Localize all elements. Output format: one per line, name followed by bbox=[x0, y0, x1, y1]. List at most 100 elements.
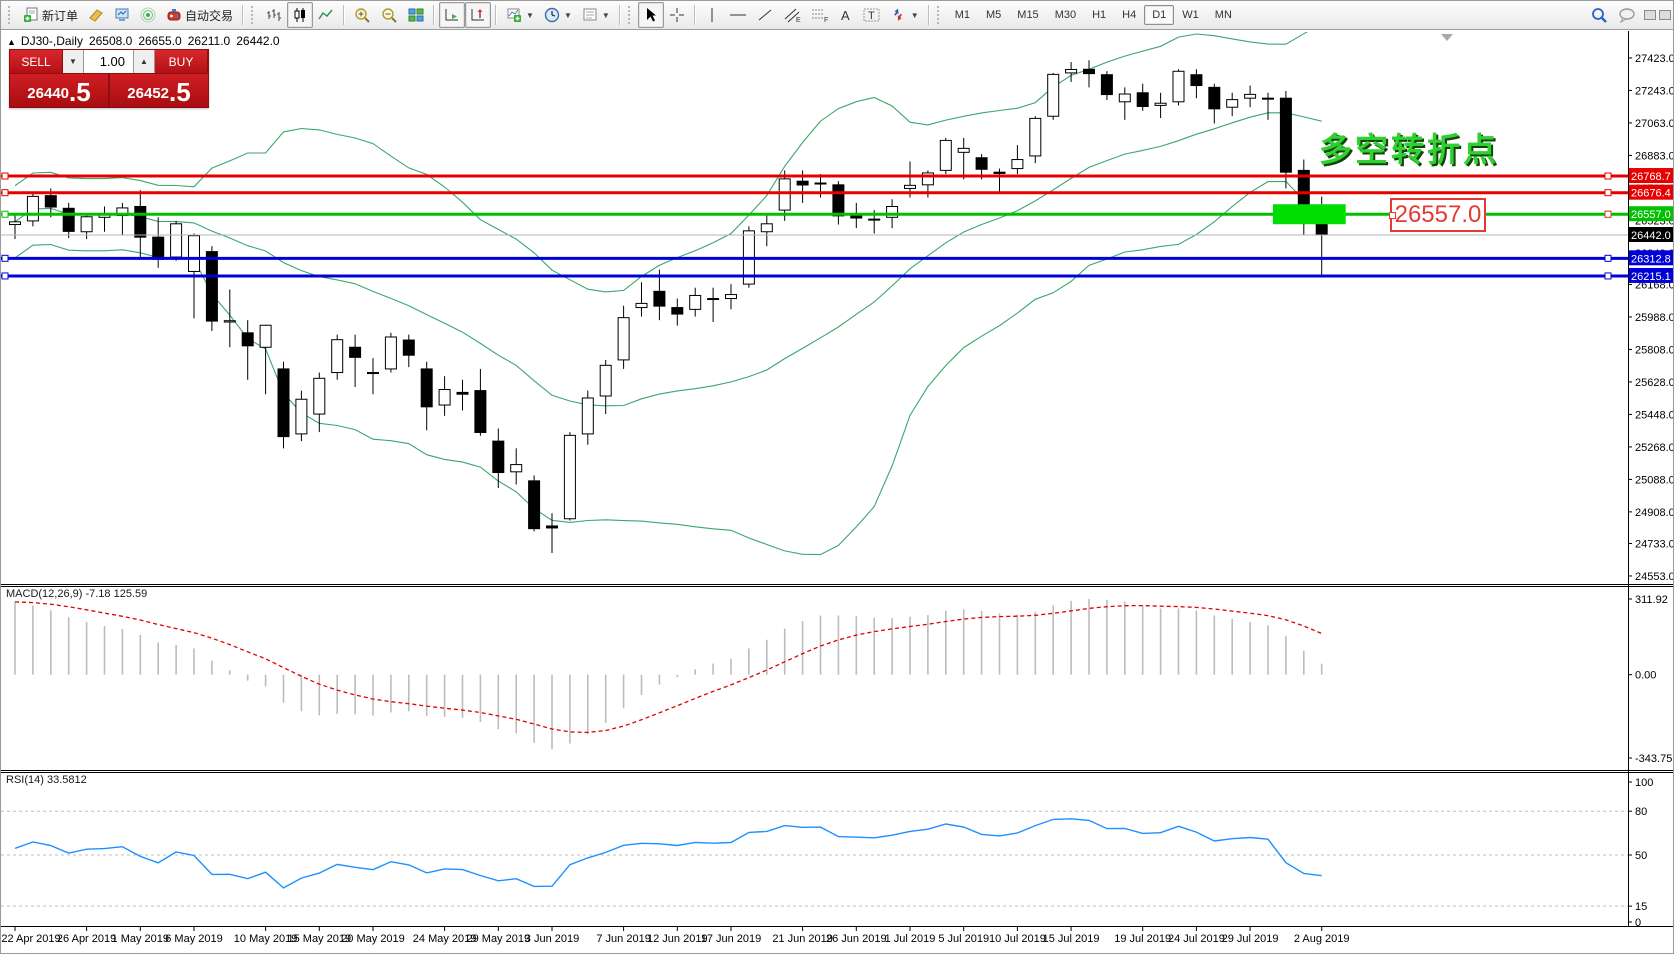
volume-increase-button[interactable]: ▲ bbox=[134, 50, 155, 73]
svg-text:26442.0: 26442.0 bbox=[1631, 230, 1671, 242]
svg-text:0: 0 bbox=[1635, 917, 1641, 929]
timeframe-mn-button[interactable]: MN bbox=[1214, 9, 1232, 21]
candle-body bbox=[492, 440, 505, 474]
vertical-line-button[interactable] bbox=[700, 2, 724, 28]
svg-text:27423.0: 27423.0 bbox=[1635, 53, 1674, 65]
horizontal-line-button[interactable] bbox=[724, 2, 752, 28]
bar-chart-button[interactable] bbox=[261, 2, 287, 28]
candle-body bbox=[456, 391, 469, 395]
svg-text:-343.75: -343.75 bbox=[1635, 753, 1672, 765]
toolbar-grip[interactable] bbox=[8, 6, 15, 24]
line-chart-button[interactable] bbox=[313, 2, 339, 28]
sell-price[interactable]: 26440.5 bbox=[10, 74, 108, 107]
line-handle bbox=[1604, 272, 1612, 280]
turning-point-annotation[interactable]: 多空转折点 bbox=[1319, 131, 1499, 168]
buy-button[interactable]: BUY bbox=[155, 50, 208, 73]
chart-shift-button[interactable] bbox=[465, 2, 492, 28]
zoom-in-button[interactable] bbox=[349, 2, 376, 28]
tile-windows-button[interactable] bbox=[403, 2, 429, 28]
date-tick-label: 24 Jul 2019 bbox=[1168, 933, 1225, 945]
new-order-icon bbox=[24, 7, 38, 22]
svg-text:26557.0: 26557.0 bbox=[1631, 209, 1671, 221]
price-callout-box[interactable]: 26557.0 bbox=[1389, 198, 1486, 232]
candle-body bbox=[62, 207, 75, 232]
toolbar-grip[interactable] bbox=[251, 6, 258, 24]
candle-body bbox=[1011, 159, 1024, 170]
text-icon: A bbox=[841, 8, 850, 23]
line-chart-icon bbox=[318, 9, 333, 20]
macd-indicator-label: MACD(12,26,9) -7.18 125.59 bbox=[6, 588, 148, 600]
window-control-button[interactable] bbox=[1659, 10, 1671, 20]
dropdown-caret-icon: ▼ bbox=[526, 10, 534, 20]
toolbar-grip[interactable] bbox=[627, 6, 635, 24]
volume-input[interactable]: 1.00 bbox=[84, 50, 134, 73]
auto-scroll-button[interactable] bbox=[439, 2, 466, 28]
buy-price[interactable]: 26452.5 bbox=[108, 74, 208, 107]
svg-text:26883.0: 26883.0 bbox=[1635, 150, 1674, 162]
timeframe-d1-button[interactable]: D1 bbox=[1144, 5, 1175, 25]
ohlc-open: 26508.0 bbox=[88, 34, 133, 48]
macd-axis: 311.92 0.00 -343.75 bbox=[1628, 594, 1672, 765]
macd-panel bbox=[14, 599, 1323, 750]
candle-body bbox=[850, 215, 863, 219]
crosshair-icon bbox=[669, 8, 684, 22]
date-tick-label: 6 May 2019 bbox=[165, 933, 222, 945]
timeframe-m30-button[interactable]: M30 bbox=[1054, 9, 1077, 21]
toolbar-separator bbox=[242, 5, 245, 25]
equidistant-channel-button[interactable]: E bbox=[778, 2, 806, 28]
svg-text:26676.4: 26676.4 bbox=[1631, 188, 1671, 200]
trendline-button[interactable] bbox=[752, 2, 778, 28]
date-tick-label: 2 Aug 2019 bbox=[1294, 933, 1350, 945]
date-tick-label: 26 Apr 2019 bbox=[57, 933, 116, 945]
svg-text:A: A bbox=[841, 8, 850, 23]
timeframe-m1-button[interactable]: M1 bbox=[954, 9, 970, 21]
candle-body bbox=[653, 290, 666, 307]
profiles-button[interactable] bbox=[83, 2, 109, 28]
candle-body bbox=[510, 464, 523, 473]
timeframe-m5-button[interactable]: M5 bbox=[986, 9, 1002, 21]
new-order-button[interactable]: 新订单 bbox=[18, 2, 83, 28]
date-tick-label: 26 Jun 2019 bbox=[826, 933, 887, 945]
ohlc-close: 26442.0 bbox=[236, 34, 280, 48]
candle-body bbox=[528, 480, 541, 530]
line-handle bbox=[1, 272, 9, 280]
collapse-panel-icon[interactable]: ▲ bbox=[7, 37, 16, 47]
templates-button[interactable]: ▼ bbox=[577, 2, 615, 28]
candle-body bbox=[1208, 86, 1221, 110]
search-icon bbox=[1592, 7, 1607, 23]
periods-button[interactable]: ▼ bbox=[539, 2, 577, 28]
candle-body bbox=[581, 397, 594, 435]
window-control-button[interactable] bbox=[1644, 10, 1656, 20]
search-button[interactable] bbox=[1586, 2, 1613, 28]
volume-decrease-button[interactable]: ▼ bbox=[63, 50, 84, 73]
timeframe-m15-button[interactable]: M15 bbox=[1017, 9, 1039, 21]
date-tick-label: 21 Jun 2019 bbox=[772, 933, 833, 945]
crosshair-button[interactable] bbox=[664, 2, 690, 28]
indicators-button[interactable]: ▼ bbox=[501, 2, 539, 28]
market-watch-button[interactable] bbox=[109, 2, 135, 28]
candlestick-button[interactable] bbox=[287, 2, 314, 28]
timeframe-h1-button[interactable]: H1 bbox=[1092, 9, 1107, 21]
candle-body bbox=[796, 180, 809, 186]
text-label-button[interactable]: T bbox=[858, 2, 886, 28]
text-button[interactable]: A bbox=[834, 2, 858, 28]
fibonacci-button[interactable]: F bbox=[806, 2, 834, 28]
candle-body bbox=[868, 218, 881, 221]
timeframe-h4-button[interactable]: H4 bbox=[1122, 9, 1137, 21]
auto-trading-button[interactable]: 自动交易 bbox=[161, 2, 238, 28]
callout-handle[interactable] bbox=[1389, 212, 1396, 219]
chat-button[interactable] bbox=[1613, 2, 1641, 28]
signals-button[interactable] bbox=[135, 2, 161, 28]
toolbar-grip[interactable] bbox=[936, 6, 944, 24]
svg-text:E: E bbox=[796, 17, 801, 23]
timeframe-w1-button[interactable]: W1 bbox=[1182, 9, 1199, 21]
chart-shift-marker-icon[interactable] bbox=[1441, 34, 1453, 41]
zoom-out-button[interactable] bbox=[376, 2, 403, 28]
candle-body bbox=[1083, 68, 1095, 75]
arrows-button[interactable]: ▼ bbox=[886, 2, 924, 28]
sell-button[interactable]: SELL bbox=[10, 50, 63, 73]
chart-shift-icon bbox=[471, 9, 485, 21]
cursor-button[interactable] bbox=[637, 2, 664, 28]
